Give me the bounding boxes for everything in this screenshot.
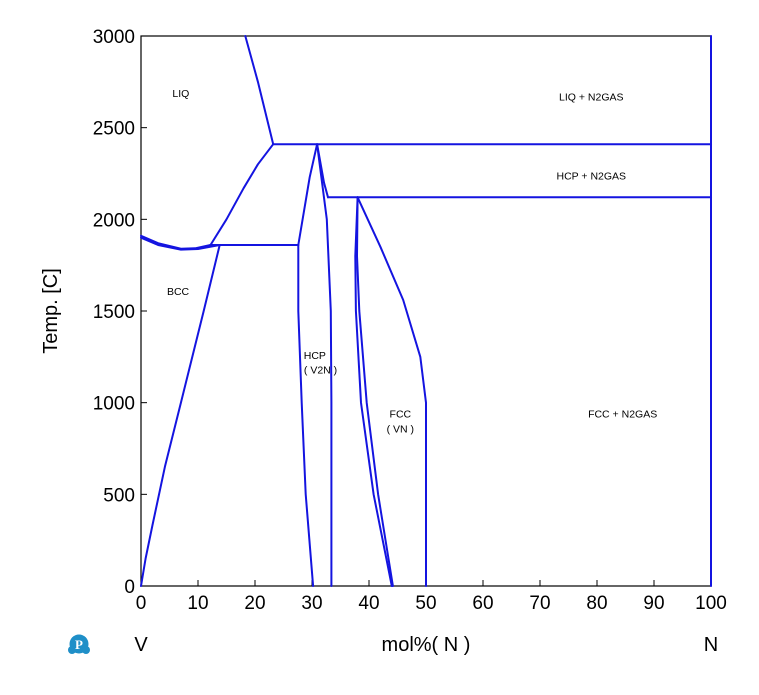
phase-boundary-line: [354, 196, 393, 587]
left-component-label: V: [134, 634, 148, 656]
phase-boundary-line: [244, 35, 275, 146]
x-tick-label: 20: [244, 593, 265, 614]
y-tick-label: 0: [124, 577, 135, 598]
x-tick-label: 80: [586, 593, 607, 614]
y-tick-label: 500: [103, 485, 135, 506]
phase-boundary-line: [140, 236, 221, 251]
region-label: HCP: [304, 350, 326, 362]
y-tick-label: 1500: [93, 302, 135, 323]
x-tick-label: 30: [301, 593, 322, 614]
x-tick-label: 70: [529, 593, 550, 614]
x-tick-label: 90: [643, 593, 664, 614]
region-label: LIQ + N2GAS: [559, 92, 624, 104]
logo-bump-right: [82, 646, 90, 654]
logo-letter: P: [75, 637, 83, 652]
phase-boundary-line: [297, 244, 315, 587]
phase-boundary-line: [297, 143, 319, 246]
region-label: LIQ: [172, 88, 189, 100]
region-label: ( V2N ): [304, 365, 337, 377]
phase-boundary-line: [140, 244, 221, 587]
logo-bump-left: [68, 646, 76, 654]
x-tick-label: 10: [187, 593, 208, 614]
x-tick-label: 60: [472, 593, 493, 614]
x-tick-label: 50: [415, 593, 436, 614]
x-axis-label: mol%( N ): [382, 634, 471, 656]
right-component-label: N: [704, 634, 718, 656]
phase-boundary-line: [356, 196, 427, 587]
region-labels: LIQ LIQ + N2GAS HCP + N2GAS BCC HCP ( V2N ) FC…: [167, 88, 657, 436]
region-label: FCC + N2GAS: [588, 409, 657, 421]
region-label: HCP + N2GAS: [557, 170, 627, 182]
x-tick-label: 100: [695, 593, 727, 614]
phase-boundary-line: [316, 143, 333, 587]
region-label: BCC: [167, 286, 190, 298]
y-tick-label: 1000: [93, 394, 135, 415]
pandat-logo-icon: P: [68, 634, 90, 654]
x-axis-ticks: 0 10 20 30 40 50 60 70 80 90 100: [136, 580, 727, 614]
y-tick-label: 2000: [93, 210, 135, 231]
y-tick-label: 3000: [93, 27, 135, 48]
phase-boundary-line: [356, 196, 394, 587]
y-axis-label: Temp. [C]: [40, 268, 62, 354]
y-axis-ticks: 0 500 1000 1500 2000 2500 3000: [93, 27, 147, 598]
phase-boundary-line: [209, 143, 275, 246]
region-label: ( VN ): [387, 423, 414, 435]
region-label: FCC: [390, 409, 412, 421]
phase-boundaries: [140, 35, 712, 587]
x-tick-label: 0: [136, 593, 147, 614]
x-tick-label: 40: [358, 593, 379, 614]
y-tick-label: 2500: [93, 119, 135, 140]
